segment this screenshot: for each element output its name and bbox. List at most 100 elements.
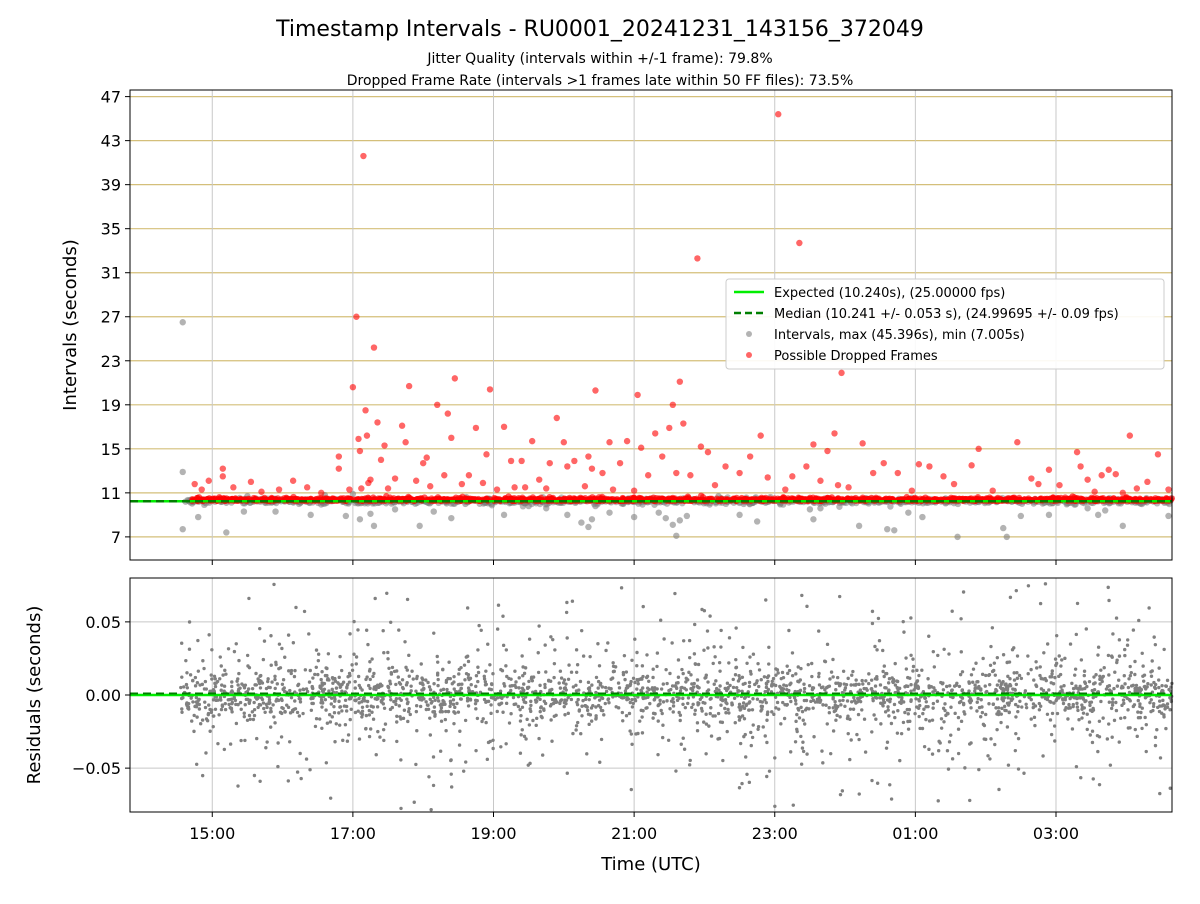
residual-point [189, 673, 192, 676]
residual-point [955, 682, 958, 685]
residual-point [858, 792, 861, 795]
residual-point [1016, 710, 1019, 713]
residual-point [713, 682, 716, 685]
residual-point [632, 677, 635, 680]
residual-point [638, 719, 641, 722]
residual-point [348, 672, 351, 675]
residual-point [976, 701, 979, 704]
residual-point [1057, 675, 1060, 678]
residual-point [748, 681, 751, 684]
intervals-y-tick-label: 31 [101, 264, 121, 283]
residual-point [636, 732, 639, 735]
residual-point [576, 698, 579, 701]
residual-point [420, 662, 423, 665]
residual-point [196, 681, 199, 684]
residual-point [756, 728, 759, 731]
residual-point [230, 680, 233, 683]
residual-point [240, 708, 243, 711]
residual-point [1076, 602, 1079, 605]
residual-point [873, 645, 876, 648]
residual-point [409, 689, 412, 692]
residual-point [425, 708, 428, 711]
residual-point [986, 754, 989, 757]
residual-point [332, 705, 335, 708]
residual-point [745, 662, 748, 665]
residual-point [1066, 717, 1069, 720]
residual-point [404, 666, 407, 669]
dropped-frame-point [722, 463, 728, 469]
residual-point [1118, 740, 1121, 743]
residual-point [742, 735, 745, 738]
residual-point [315, 717, 318, 720]
residual-point [356, 628, 359, 631]
residual-point [421, 683, 424, 686]
residual-point [301, 712, 304, 715]
residual-point [844, 686, 847, 689]
residual-point [648, 702, 651, 705]
intervals-y-tick-label: 39 [101, 176, 121, 195]
residual-point [802, 750, 805, 753]
interval-point [670, 522, 676, 528]
residual-point [1035, 685, 1038, 688]
interval-point [543, 505, 549, 511]
residual-point [365, 714, 368, 717]
residual-point [428, 716, 431, 719]
residual-point [628, 712, 631, 715]
residual-point [1115, 661, 1118, 664]
residual-point [1157, 686, 1160, 689]
residual-point [202, 667, 205, 670]
dropped-frame-point [670, 402, 676, 408]
residual-point [299, 700, 302, 703]
residual-point [718, 684, 721, 687]
residual-point [361, 710, 364, 713]
residual-point [827, 706, 830, 709]
interval-point [272, 508, 278, 514]
dropped-frame-point [466, 472, 472, 478]
residual-point [748, 685, 751, 688]
residual-point [926, 705, 929, 708]
residual-point [1150, 675, 1153, 678]
residual-point [449, 702, 452, 705]
residual-point [741, 646, 744, 649]
residual-point [606, 641, 609, 644]
residual-point [1123, 716, 1126, 719]
dropped-frame-point [318, 490, 324, 496]
residual-point [1158, 792, 1161, 795]
interval-point [223, 529, 229, 535]
residual-point [406, 598, 409, 601]
dropped-frame-point [1106, 467, 1112, 473]
residual-point [626, 686, 629, 689]
residual-point [1136, 735, 1139, 738]
dropped-frame-point [248, 479, 254, 485]
residual-point [1118, 654, 1121, 657]
residual-point [582, 654, 585, 657]
residual-point [893, 703, 896, 706]
residual-point [924, 718, 927, 721]
residual-point [580, 629, 583, 632]
residual-point [807, 707, 810, 710]
residual-point [631, 705, 634, 708]
residual-point [1081, 706, 1084, 709]
residual-point [464, 760, 467, 763]
residual-point [982, 723, 985, 726]
residual-point [707, 688, 710, 691]
residual-point [838, 684, 841, 687]
residual-point [368, 713, 371, 716]
residual-point [1075, 633, 1078, 636]
dropped-frame-point [606, 439, 612, 445]
residual-point [452, 698, 455, 701]
residual-point [464, 719, 467, 722]
dropped-frame-point [554, 415, 560, 421]
residual-point [689, 759, 692, 762]
interval-point [1084, 505, 1090, 511]
dropped-frame-point [585, 453, 591, 459]
residual-point [980, 698, 983, 701]
residual-point [1127, 686, 1130, 689]
residual-point [1059, 685, 1062, 688]
legend: Expected (10.240s), (25.00000 fps) Media… [726, 279, 1164, 369]
residual-point [641, 731, 644, 734]
residual-point [328, 713, 331, 716]
residual-point [932, 650, 935, 653]
residual-point [566, 771, 569, 774]
